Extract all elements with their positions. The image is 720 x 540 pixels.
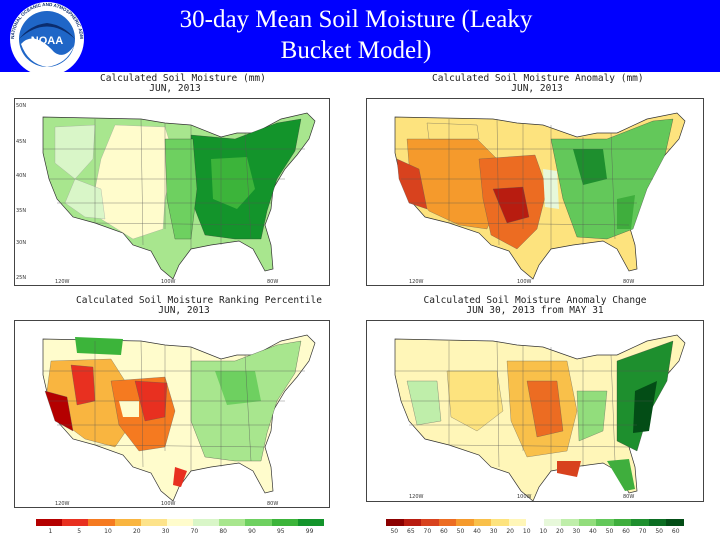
legend-left-swatch (193, 519, 220, 526)
legend-right-label: 10 (539, 528, 548, 535)
panel-1-title-line1: Calculated Soil Moisture (mm) (100, 73, 266, 84)
panel-1-title: Calculated Soil Moisture (mm) JUN, 2013 (100, 73, 266, 94)
panel-1-title-line2: JUN, 2013 (149, 83, 201, 94)
legend-left-swatch (62, 519, 89, 526)
legend-right-swatch (666, 519, 684, 526)
legend-right-label: 50 (390, 528, 399, 535)
svg-text:35N: 35N (16, 208, 26, 214)
legend-right-swatch (403, 519, 422, 526)
legend-right-label: 60 (440, 528, 448, 535)
panel-3-title: Calculated Soil Moisture Ranking Percent… (76, 295, 322, 316)
legend-right-label: 50 (655, 528, 663, 535)
legend-left-label: 70 (190, 528, 199, 535)
legend-left-label: 30 (161, 528, 170, 535)
legend-right-swatch (456, 519, 474, 526)
legend-right-swatch (578, 519, 597, 526)
legend-right-label: 40 (589, 528, 597, 535)
legend-right-label: 70 (423, 528, 432, 535)
legend-left-swatch (140, 519, 167, 526)
legend-right-label: 10 (522, 528, 531, 535)
legend-right-label: 70 (638, 528, 647, 535)
legend-right-label: 30 (489, 528, 498, 535)
legend-left-swatch (88, 519, 115, 526)
legend-left-label: 20 (132, 528, 141, 535)
legend-right-swatch (543, 519, 562, 526)
svg-text:50N: 50N (16, 103, 26, 109)
panel-3-title-line1: Calculated Soil Moisture Ranking Percent… (76, 295, 322, 306)
panel-4-title-line1: Calculated Soil Moisture Anomaly Change (423, 295, 647, 306)
legend-left-label: 99 (305, 528, 314, 535)
legend-left-label: 10 (104, 528, 112, 535)
svg-text:40N: 40N (16, 173, 26, 179)
legend-right-swatch (438, 519, 457, 526)
legend-right-swatch (613, 519, 632, 526)
legend-right-swatch (526, 519, 544, 526)
legend-left-swatch (219, 519, 246, 526)
legend-left-label: 5 (77, 528, 82, 535)
legend-right-swatch (648, 519, 667, 526)
legend-left-label: 80 (219, 528, 227, 535)
legend-left-label: 90 (248, 528, 256, 535)
legend-right-swatch (561, 519, 579, 526)
panel-4-title-line2: JUN 30, 2013 from MAY 31 (466, 305, 604, 316)
title-line-1: 30-day Mean Soil Moisture (Leaky (179, 6, 533, 33)
map-soil-moisture-anomaly: 50N 120W 100W 80W (366, 98, 704, 286)
legend-right-swatch (631, 519, 649, 526)
panel-2-title-line2: JUN, 2013 (511, 83, 563, 94)
panel-4-title: Calculated Soil Moisture Anomaly Change … (420, 296, 650, 316)
legend-right-swatch (508, 519, 527, 526)
legend-left-label: 1 (48, 528, 53, 535)
title-line-2: Bucket Model) (280, 37, 432, 64)
slide-title: 30-day Mean Soil Moisture (Leaky Bucket … (36, 4, 676, 66)
legend-left-swatch (36, 519, 63, 526)
legend-left-swatch (245, 519, 272, 526)
map-soil-moisture: 50N 45N 40N 35N 30N 25N 120W 100W 80W (14, 98, 330, 286)
svg-text:45N: 45N (16, 139, 26, 145)
legend-right-swatch (596, 519, 614, 526)
legend-left-swatch (166, 519, 194, 526)
legend-right-swatch (491, 519, 509, 526)
noaa-logo: NOAA NATIONAL OCEANIC AND ATMOSPHERIC AD… (4, 0, 84, 76)
legend-right-label: 65 (407, 528, 415, 535)
map-ranking-percentile: 120W 100W 80W (14, 320, 330, 508)
panel-2-title: Calculated Soil Moisture Anomaly (mm) JU… (432, 73, 644, 94)
panel-2-title-line1: Calculated Soil Moisture Anomaly (mm) (432, 73, 644, 84)
legend-left-swatch (114, 519, 141, 526)
legend-left-swatch (271, 519, 298, 526)
legend-left-label: 95 (276, 528, 285, 535)
legend-right-swatch (421, 519, 439, 526)
legend-right-swatch (386, 519, 404, 526)
legend-left-swatch (297, 519, 324, 526)
legend-right-label: 60 (622, 528, 630, 535)
legend-right-label: 20 (506, 528, 514, 535)
legend-right-swatch (473, 519, 492, 526)
slide-header: NOAA NATIONAL OCEANIC AND ATMOSPHERIC AD… (0, 0, 720, 76)
svg-text:25N: 25N (16, 275, 26, 281)
panel-3-title-line2: JUN, 2013 (158, 305, 210, 316)
legend-right-label: 60 (671, 528, 680, 535)
legend-right-label: 30 (572, 528, 581, 535)
svg-text:30N: 30N (16, 240, 26, 246)
lat-labels-1: 50N 45N 40N 35N 30N 25N (16, 103, 26, 281)
legend-right-label: 40 (473, 528, 481, 535)
map-anomaly-change: 120W 100W 80W (366, 320, 704, 502)
legend-right-label: 50 (456, 528, 465, 535)
legend-right-label: 50 (605, 528, 614, 535)
logo-text: NOAA (31, 35, 63, 47)
legend-right-label: 20 (556, 528, 564, 535)
